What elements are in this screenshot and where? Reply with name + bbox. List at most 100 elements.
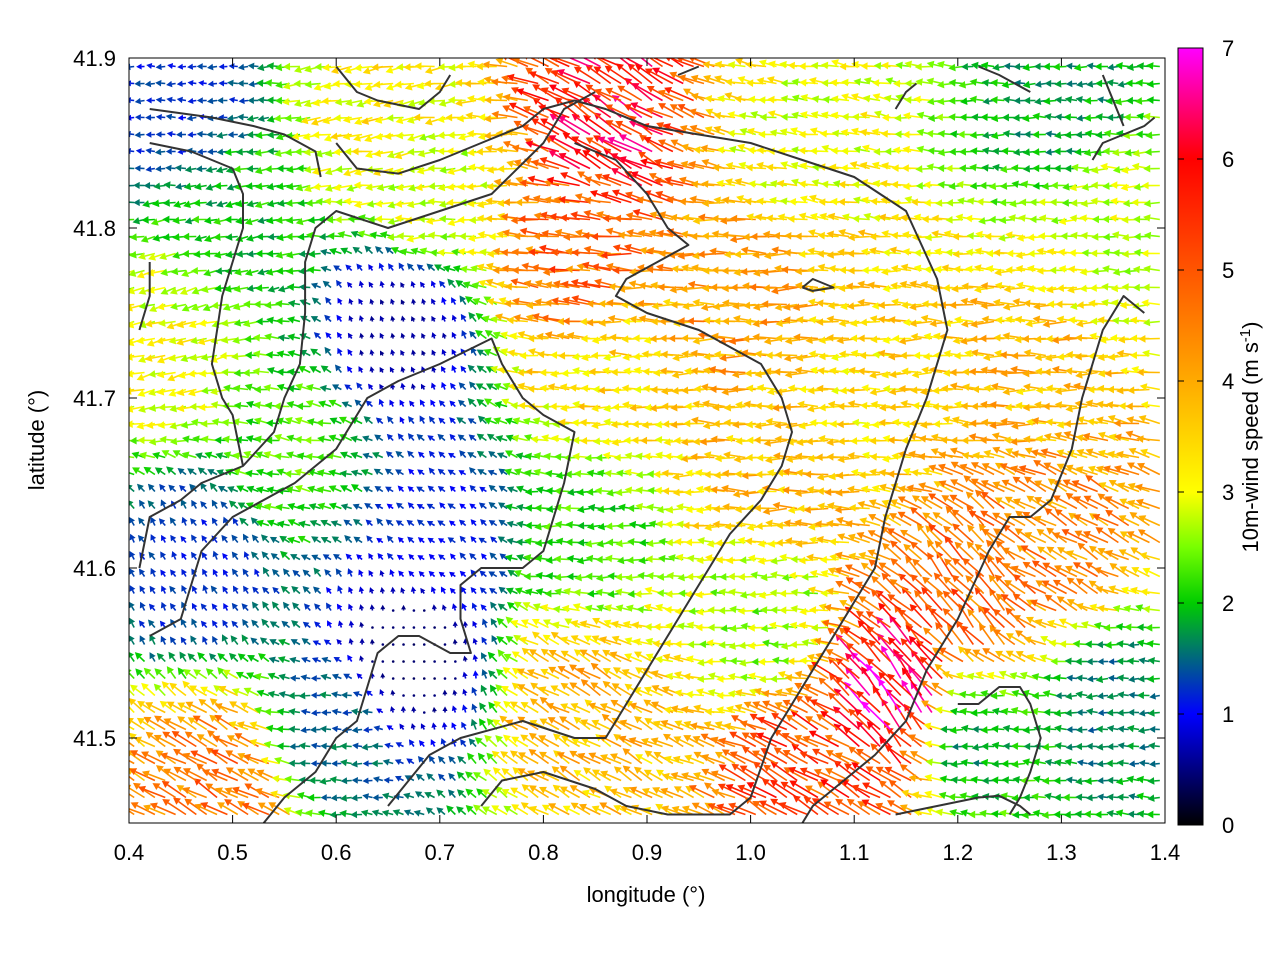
wind-vector bbox=[276, 520, 290, 529]
wind-vector bbox=[551, 621, 570, 629]
wind-vector bbox=[832, 706, 860, 731]
wind-vector bbox=[183, 182, 197, 191]
wind-vector bbox=[469, 381, 477, 391]
wind-vector bbox=[184, 731, 208, 748]
wind-vector bbox=[340, 759, 352, 767]
wind-vector bbox=[226, 735, 249, 748]
wind-vector bbox=[498, 485, 508, 493]
wind-vector bbox=[211, 499, 218, 509]
wind-vector bbox=[366, 535, 374, 544]
wind-vector bbox=[187, 468, 197, 476]
wind-vector bbox=[1076, 708, 1088, 716]
wind-vector bbox=[1137, 529, 1161, 544]
wind-vector bbox=[129, 717, 145, 731]
wind-vector bbox=[761, 778, 788, 799]
wind-vector bbox=[137, 700, 156, 714]
wind-vector bbox=[944, 558, 964, 578]
wind-vector bbox=[1010, 164, 1026, 172]
wind-vector bbox=[194, 182, 207, 191]
wind-vector bbox=[1117, 725, 1129, 733]
wind-vector bbox=[888, 779, 912, 799]
wind-vector bbox=[737, 607, 756, 615]
wind-vector bbox=[506, 537, 518, 545]
wind-vector bbox=[160, 601, 167, 611]
wind-vector bbox=[197, 652, 208, 663]
wind-vector bbox=[369, 332, 375, 339]
wind-vector bbox=[529, 698, 550, 714]
wind-vector bbox=[1053, 810, 1067, 819]
wind-vector bbox=[1142, 318, 1160, 327]
wind-vector bbox=[931, 402, 953, 411]
wind-vector bbox=[1074, 657, 1088, 666]
wind-vector bbox=[391, 609, 395, 612]
wind-vector bbox=[347, 281, 353, 289]
wind-vector bbox=[1106, 79, 1119, 87]
wind-vector bbox=[602, 680, 622, 697]
wind-vector bbox=[438, 571, 446, 578]
wind-vector bbox=[949, 726, 964, 735]
wind-vector bbox=[261, 551, 270, 561]
wind-vector bbox=[703, 721, 725, 731]
wind-vector bbox=[377, 552, 384, 561]
wind-vector bbox=[470, 535, 477, 544]
wind-vector bbox=[224, 215, 238, 224]
wind-vector bbox=[424, 792, 435, 799]
wind-vector bbox=[828, 692, 850, 714]
wind-vector bbox=[381, 626, 385, 629]
wind-vector bbox=[162, 215, 176, 224]
wind-vector bbox=[351, 726, 363, 734]
wind-vector bbox=[217, 486, 228, 493]
wind-vector bbox=[481, 789, 498, 799]
wind-vector bbox=[1116, 759, 1129, 767]
wind-vector bbox=[624, 683, 643, 697]
wind-vector bbox=[476, 365, 487, 374]
wind-vector bbox=[448, 520, 456, 527]
wind-vector bbox=[962, 557, 985, 578]
wind-vector bbox=[459, 450, 467, 459]
wind-vector bbox=[539, 718, 560, 731]
wind-vector bbox=[249, 721, 270, 731]
wind-vector bbox=[288, 708, 301, 716]
wind-vector bbox=[939, 332, 964, 341]
wind-vector bbox=[340, 794, 352, 802]
wind-vector bbox=[399, 416, 405, 424]
wind-vector bbox=[620, 805, 643, 816]
wind-vector bbox=[447, 469, 456, 476]
wind-vector bbox=[488, 701, 498, 713]
wind-vector bbox=[580, 719, 601, 731]
wind-vector bbox=[407, 433, 415, 442]
x-tick-label: 0.4 bbox=[114, 840, 145, 865]
wind-vector bbox=[970, 147, 984, 155]
wind-vector bbox=[878, 780, 902, 799]
wind-vector bbox=[372, 776, 384, 783]
wind-vector bbox=[900, 529, 922, 544]
wind-vector bbox=[570, 702, 591, 714]
wind-vector bbox=[1086, 742, 1098, 750]
wind-vector bbox=[192, 585, 198, 594]
wind-vector bbox=[488, 670, 498, 680]
wind-vector bbox=[235, 148, 249, 156]
wind-vector bbox=[452, 689, 458, 696]
wind-vector bbox=[228, 96, 238, 104]
wind-vector bbox=[939, 775, 953, 783]
wind-vector bbox=[1013, 615, 1036, 629]
wind-vector bbox=[969, 163, 984, 172]
wind-vector bbox=[924, 774, 943, 782]
wind-vector bbox=[967, 608, 985, 629]
wind-vector bbox=[390, 689, 396, 696]
wind-vector bbox=[400, 382, 406, 390]
wind-vector bbox=[180, 535, 187, 544]
wind-vector bbox=[311, 536, 322, 544]
wind-vector bbox=[129, 725, 135, 731]
wind-vector bbox=[1105, 759, 1119, 768]
wind-vector bbox=[171, 550, 178, 560]
wind-vector bbox=[345, 553, 353, 561]
wind-vector bbox=[422, 609, 426, 612]
wind-vector bbox=[362, 793, 373, 800]
wind-vector bbox=[400, 282, 405, 288]
wind-vector bbox=[820, 589, 839, 598]
wind-vector bbox=[794, 682, 819, 697]
wind-vector bbox=[1117, 80, 1129, 88]
wind-vector bbox=[940, 725, 953, 734]
wind-vector bbox=[227, 131, 238, 138]
